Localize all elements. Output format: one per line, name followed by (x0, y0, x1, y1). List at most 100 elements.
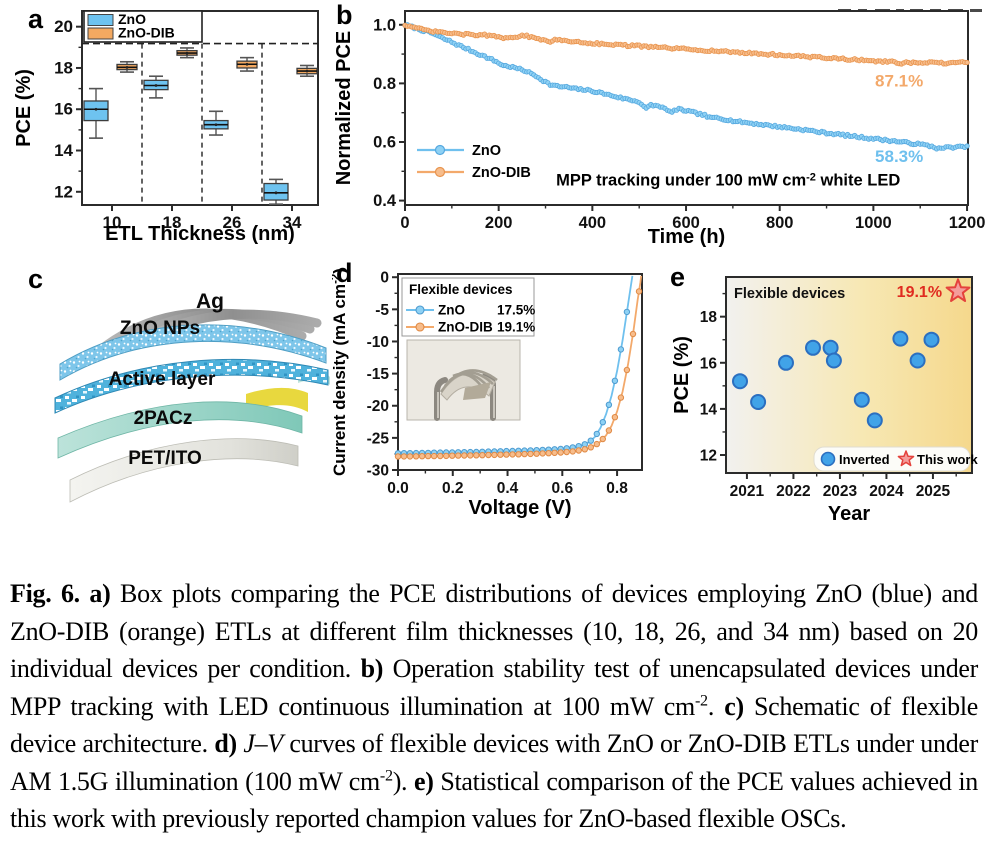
active-layer (54, 358, 329, 414)
panel-b-stability: 0 200 400 600 800 1000 1200 0.4 0.6 0.8 1.0 58.3% 87… (332, 0, 988, 250)
svg-text:MPP tracking under 100 mW cm-2: MPP tracking under 100 mW cm-2 white LED (556, 171, 900, 189)
panel-c-device-schematic: Ag ZnO NPs Active layer 2PACz PET/ITO (0, 252, 332, 542)
label-2pacz: 2PACz (134, 408, 193, 429)
svg-text:400: 400 (579, 214, 607, 232)
panel-label-e: e (670, 262, 686, 292)
svg-text:20: 20 (54, 17, 73, 36)
jv-trace-ZnO-DIB (394, 275, 643, 460)
svg-text:-20: -20 (367, 398, 389, 415)
svg-text:-10: -10 (367, 334, 389, 351)
label-active-layer: Active layer (109, 369, 216, 390)
svg-text:ZnO: ZnO (118, 11, 146, 27)
mpp-tracking-chart: 0 200 400 600 800 1000 1200 0.4 0.6 0.8 1.0 58.3% 87… (333, 10, 986, 248)
flexible-device-photo-inset (406, 339, 521, 421)
svg-text:0.2: 0.2 (442, 480, 464, 497)
svg-text:10: 10 (103, 213, 122, 232)
legend-d: Flexible devices ZnO 17.5% ZnO-DIB 19.1% (401, 277, 535, 337)
svg-text:This work: This work (917, 452, 978, 467)
svg-text:ZnO-DIB: ZnO-DIB (472, 165, 531, 181)
jv-chart: 0.0 0.2 0.4 0.6 0.8 0 -5 -10 -15 -20 -25 -30 Flexibl… (330, 268, 643, 519)
svg-text:2025: 2025 (916, 483, 951, 500)
svg-text:0.8: 0.8 (373, 75, 396, 93)
svg-text:2024: 2024 (869, 483, 904, 500)
svg-text:600: 600 (672, 214, 700, 232)
svg-text:14: 14 (54, 141, 73, 160)
svg-text:Time (h): Time (h) (648, 226, 725, 248)
this-work-pce-label: 19.1% (897, 284, 942, 301)
svg-text:1.0: 1.0 (373, 16, 396, 34)
legend-e: Inverted This work (813, 446, 978, 472)
device-stack-illustration: Ag ZnO NPs Active layer 2PACz PET/ITO (54, 290, 330, 503)
trace-ZnO-DIB (402, 22, 970, 67)
svg-text:0.6: 0.6 (552, 480, 574, 497)
pet-ito-layer (69, 438, 299, 503)
flexible-devices-label: Flexible devices (734, 286, 845, 302)
svg-text:17.5%: 17.5% (497, 303, 535, 318)
svg-text:ETL Thickness (nm): ETL Thickness (nm) (105, 223, 295, 245)
panel-label-a: a (28, 4, 44, 34)
svg-text:-25: -25 (367, 430, 390, 447)
panel-a-boxplot: 10 18 26 34 12 14 16 18 20 ZnO ZnO-DIB ETL Thicknes… (0, 0, 332, 250)
panel-e-literature-comparison: 2021 2022 2023 2024 2025 12 14 16 18 19.1% Flexibl… (656, 252, 988, 542)
svg-text:PCE (%): PCE (%) (671, 336, 693, 414)
panel-label-d: d (336, 258, 353, 288)
label-zno-nps: ZnO NPs (120, 318, 200, 339)
svg-text:0.4: 0.4 (373, 192, 397, 210)
svg-text:2023: 2023 (823, 483, 858, 500)
svg-text:1000: 1000 (855, 214, 892, 232)
svg-text:58.3%: 58.3% (875, 147, 923, 166)
box-series-ZnO (83, 75, 289, 205)
svg-text:2022: 2022 (776, 483, 810, 500)
svg-text:16: 16 (54, 100, 73, 119)
svg-text:16: 16 (700, 355, 718, 372)
svg-text:12: 12 (54, 182, 73, 201)
svg-text:ZnO: ZnO (438, 303, 465, 318)
svg-text:26: 26 (223, 213, 242, 232)
svg-text:ZnO: ZnO (472, 143, 501, 159)
svg-text:87.1%: 87.1% (875, 71, 923, 90)
svg-text:0.8: 0.8 (606, 480, 628, 497)
svg-text:0: 0 (400, 214, 409, 232)
svg-text:Voltage (V): Voltage (V) (469, 497, 572, 519)
pce-vs-year-scatter: 2021 2022 2023 2024 2025 12 14 16 18 19.1% Flexibl… (671, 276, 978, 525)
svg-text:200: 200 (485, 214, 513, 232)
panel-d-jv-curves: 0.0 0.2 0.4 0.6 0.8 0 -5 -10 -15 -20 -25 -30 Flexibl… (330, 252, 656, 542)
svg-text:-15: -15 (367, 366, 390, 383)
svg-text:0.6: 0.6 (373, 133, 396, 151)
svg-text:1200: 1200 (949, 214, 986, 232)
figure-caption: Fig. 6. a) Box plots comparing the PCE d… (10, 579, 979, 833)
svg-text:-30: -30 (367, 463, 389, 480)
svg-text:14: 14 (700, 401, 718, 418)
svg-text:Year: Year (828, 503, 870, 525)
inverted-data-points (732, 330, 940, 429)
svg-text:ZnO-DIB: ZnO-DIB (438, 320, 493, 335)
pacz-layer (57, 401, 303, 459)
svg-text:800: 800 (766, 214, 794, 232)
label-ag: Ag (196, 290, 224, 313)
svg-text:0: 0 (380, 270, 389, 287)
svg-text:0.0: 0.0 (387, 480, 409, 497)
svg-text:18: 18 (700, 309, 718, 326)
box-series-ZnO-DIB (116, 47, 318, 78)
svg-text:18: 18 (163, 213, 182, 232)
label-pet-ito: PET/ITO (128, 448, 202, 469)
svg-text:34: 34 (283, 213, 302, 232)
svg-text:ZnO-DIB: ZnO-DIB (118, 25, 175, 41)
zno-nps-layer (59, 324, 327, 381)
svg-text:Inverted: Inverted (839, 452, 890, 467)
panel-label-c: c (28, 264, 44, 294)
svg-text:19.1%: 19.1% (497, 320, 535, 335)
svg-text:PCE (%): PCE (%) (13, 69, 35, 147)
svg-text:-5: -5 (375, 302, 389, 319)
panel-label-b: b (336, 0, 353, 30)
svg-text:Flexible devices: Flexible devices (409, 282, 513, 297)
svg-text:0.4: 0.4 (497, 480, 519, 497)
svg-text:Current density (mA cm-2): Current density (mA cm-2) (332, 268, 349, 476)
svg-text:18: 18 (54, 58, 73, 77)
svg-text:12: 12 (700, 448, 717, 465)
svg-text:2021: 2021 (730, 483, 765, 500)
this-work-star (945, 278, 971, 302)
